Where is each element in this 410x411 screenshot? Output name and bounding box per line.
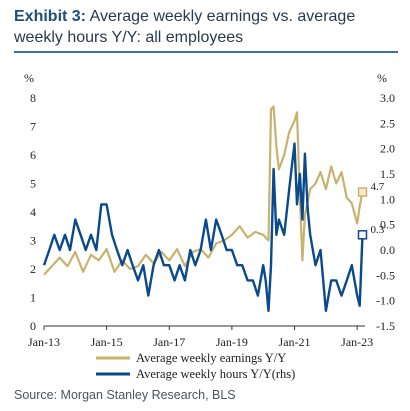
y-right-tick-label: -1.5 xyxy=(376,319,395,333)
x-tick-label: Jan-15 xyxy=(91,335,123,349)
legend: Average weekly earnings Y/Y Average weekl… xyxy=(96,351,295,381)
hours-end-marker xyxy=(357,230,368,240)
legend-label-earnings: Average weekly earnings Y/Y xyxy=(136,351,286,365)
x-tick-label: Jan-23 xyxy=(341,335,373,349)
y-right-tick-label: -0.5 xyxy=(376,268,395,282)
y-left-tick-label: 2 xyxy=(30,262,36,276)
chart-title: Exhibit 3: Average weekly earnings vs. a… xyxy=(14,6,398,48)
y-left-tick-label: 5 xyxy=(30,177,36,191)
y-right-tick-label: 2.5 xyxy=(380,116,395,130)
exhibit-title: Average weekly earnings vs. average week… xyxy=(14,8,356,46)
y-left-tick-label: 7 xyxy=(30,120,36,134)
y-left-tick-label: 0 xyxy=(30,319,36,333)
y-right-tick-label: 2.0 xyxy=(380,142,395,156)
y-left-tick-label: 1 xyxy=(30,291,36,305)
series-group: 4.7 0.3 xyxy=(42,105,385,313)
y-right-tick-label: 1.5 xyxy=(380,167,395,181)
y-left-unit: % xyxy=(24,71,34,85)
legend-label-hours: Average weekly hours Y/Y(rhs) xyxy=(136,367,295,381)
y-right-unit: % xyxy=(377,71,387,85)
x-tick-label: Jan-17 xyxy=(153,335,185,349)
hours-series-line xyxy=(42,142,364,313)
earnings-series-line xyxy=(43,105,364,276)
y-left-tick-label: 6 xyxy=(30,148,36,162)
line-chart: % 0 1 2 3 4 5 6 7 8% -1.5 -1.0 -0.5 0.0 0.5 1.0 1.5 2.0 2.… xyxy=(24,71,395,381)
earnings-end-marker xyxy=(357,187,368,197)
earnings-end-label: 4.7 xyxy=(370,181,384,193)
y-right-tick-label: 0.0 xyxy=(380,243,395,257)
y-right-tick-label: 0.5 xyxy=(380,218,395,232)
y-right-tick-label: 3.0 xyxy=(380,91,395,105)
y-right-tick-label: 1.0 xyxy=(380,192,395,206)
y-right-tick-label: -1.0 xyxy=(376,294,395,308)
title-rule xyxy=(14,51,398,53)
y-left-tick-label: 8 xyxy=(30,91,36,105)
y-left-tick-label: 3 xyxy=(30,234,36,248)
hours-end-label: 0.3 xyxy=(370,224,384,236)
x-tick-label: Jan-13 xyxy=(28,335,60,349)
x-tick-label: Jan-19 xyxy=(216,335,248,349)
x-tick-label: Jan-21 xyxy=(279,335,311,349)
source-note: Source: Morgan Stanley Research, BLS xyxy=(14,388,236,402)
exhibit-label: Exhibit 3: xyxy=(14,8,87,25)
axes-group: % 0 1 2 3 4 5 6 7 8% -1.5 -1.0 -0.5 0.0 0.5 1.0 1.5 2.0 2.… xyxy=(24,71,395,349)
y-left-tick-label: 4 xyxy=(30,205,36,219)
